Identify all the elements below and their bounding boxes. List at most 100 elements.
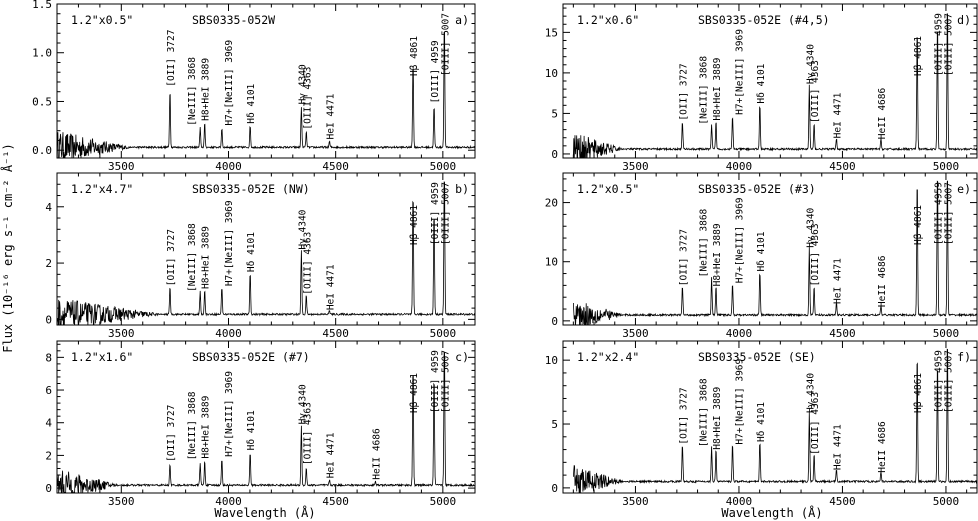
emission-line-label: H7+[NeIII] 3969: [224, 200, 235, 286]
object-name: SBS0335-052E (#3): [698, 182, 816, 196]
emission-line-label: [NeIII] 3868: [699, 56, 710, 125]
emission-line-label: H8+HeI 3889: [712, 57, 723, 120]
object-name: SBS0335-052W: [192, 13, 275, 27]
emission-line-label: Hδ 4101: [756, 231, 767, 271]
y-tick-label: 0: [45, 313, 52, 326]
panel-a: 3500 4000 4500 5000 0.0 0.5 1.0 1.5 [OII] 3727 [N…: [32, 0, 476, 173]
emission-line-label: Hδ 4101: [756, 63, 767, 103]
emission-line-label: [OIII] 4363: [810, 392, 821, 455]
emission-line-label: [OIII] 4959: [430, 182, 441, 245]
spectrum-line: [57, 181, 475, 325]
emission-line-label: Hγ 4340: [805, 44, 816, 84]
aperture-label: 1.2"x0.5": [71, 13, 133, 27]
spectrum-line: [57, 350, 475, 493]
emission-line-label: [OIII] 4363: [810, 60, 821, 123]
panel-frame: [562, 340, 978, 494]
panel-d: 3500 4000 4500 5000 0 5 10 15 [OII] 3727 [NeIII] …: [545, 3, 978, 173]
x-tick-label: 3500: [108, 495, 135, 508]
panel-letter: b): [455, 182, 469, 196]
y-tick-label: 2: [45, 449, 52, 462]
x-axis-title-left: Wavelength (Å): [214, 505, 315, 520]
y-tick-label: 1.5: [32, 0, 52, 11]
y-tick-label: 0.5: [32, 95, 52, 108]
emission-line-label: Hβ 4861: [913, 36, 924, 76]
emission-line-label: [OIII] 5007: [440, 13, 451, 76]
emission-line-label: HeI 4471: [325, 432, 336, 478]
x-tick-label: 3500: [622, 495, 649, 508]
y-tick-label: 0: [551, 482, 558, 495]
panel-frame: [562, 172, 978, 326]
emission-line-label: HeI 4471: [832, 258, 843, 304]
spectrum-line: [573, 13, 977, 158]
x-tick-label: 5000: [430, 160, 457, 173]
emission-line-label: [OIII] 4363: [810, 223, 821, 286]
panel-frame: [56, 172, 476, 326]
emission-line-label: Hδ 4101: [246, 232, 257, 272]
emission-line-label: [OIII] 5007: [943, 350, 954, 413]
spectrum-line: [573, 180, 977, 325]
y-tick-label: 0: [551, 315, 558, 328]
emission-line-label: [OIII] 5007: [943, 13, 954, 76]
y-tick-label: 4: [45, 201, 52, 214]
emission-line-label: H8+HeI 3889: [201, 395, 212, 458]
spectrum-line: [573, 348, 977, 493]
spectrum-line: [57, 31, 475, 158]
object-name: SBS0335-052E (#7): [192, 350, 310, 364]
panel-letter: e): [957, 182, 971, 196]
emission-line-label: [OII] 3727: [166, 405, 177, 462]
panel-letter: a): [455, 13, 469, 27]
panel-letter: d): [957, 13, 971, 27]
x-tick-label: 5000: [430, 327, 457, 340]
y-tick-label: 0: [45, 482, 52, 495]
x-axis-title-right: Wavelength (Å): [721, 505, 822, 520]
emission-line-label: [OIII] 5007: [943, 182, 954, 245]
x-tick-label: 3500: [622, 327, 649, 340]
emission-line-label: H7+[NeIII] 3969: [224, 371, 235, 457]
emission-line-label: Hβ 4861: [913, 373, 924, 413]
emission-line-label: HeI 4471: [325, 93, 336, 139]
emission-line-label: Hδ 4101: [756, 402, 767, 442]
x-tick-label: 4500: [322, 160, 349, 173]
panel-b: 3500 4000 4500 5000 0 2 4 [OII] 3727 [NeIII] 386…: [45, 172, 476, 340]
x-tick-label: 4000: [726, 327, 753, 340]
emission-line-label: [OIII] 4959: [430, 40, 441, 103]
x-tick-label: 5000: [933, 160, 960, 173]
x-tick-label: 4000: [215, 160, 242, 173]
y-axis-title: Flux (10⁻¹⁶ erg s⁻¹ cm⁻² Å⁻¹): [0, 143, 15, 353]
emission-line-label: Hδ 4101: [246, 83, 257, 123]
y-tick-label: 5: [551, 107, 558, 120]
x-tick-label: 5000: [933, 327, 960, 340]
x-tick-label: 4000: [215, 327, 242, 340]
x-tick-label: 3500: [108, 327, 135, 340]
emission-line-label: Hδ 4101: [246, 410, 257, 450]
y-tick-label: 0.0: [32, 144, 52, 157]
emission-line-label: [OIII] 4959: [934, 13, 945, 76]
emission-line-label: H7+[NeIII] 3969: [735, 29, 746, 115]
x-tick-label: 4000: [215, 495, 242, 508]
emission-line-label: Hβ 4861: [409, 205, 420, 245]
y-tick-label: 10: [545, 67, 558, 80]
x-tick-label: 4500: [829, 327, 856, 340]
x-tick-label: 5000: [933, 495, 960, 508]
emission-line-label: Hγ 4340: [805, 207, 816, 247]
emission-line-label: Hγ 4340: [805, 373, 816, 413]
emission-line-label: [NeIII] 3868: [187, 223, 198, 292]
emission-line-label: Hβ 4861: [913, 205, 924, 245]
emission-line-label: HeI 4471: [832, 92, 843, 138]
object-name: SBS0335-052E (SE): [698, 350, 816, 364]
x-tick-label: 3500: [108, 160, 135, 173]
y-tick-label: 20: [545, 197, 558, 210]
emission-line-label: [NeIII] 3868: [187, 391, 198, 460]
x-tick-label: 4500: [322, 495, 349, 508]
emission-line-label: Hγ 4340: [297, 209, 308, 249]
y-tick-label: 0: [551, 148, 558, 161]
emission-line-label: [OII] 3727: [678, 387, 689, 444]
emission-line-label: [OIII] 4959: [934, 350, 945, 413]
emission-line-label: H7+[NeIII] 3969: [735, 197, 746, 283]
emission-line-label: [NeIII] 3868: [699, 208, 710, 277]
x-tick-label: 4500: [829, 160, 856, 173]
y-tick-label: 4: [45, 417, 52, 430]
aperture-label: 1.2"x1.6": [71, 350, 133, 364]
